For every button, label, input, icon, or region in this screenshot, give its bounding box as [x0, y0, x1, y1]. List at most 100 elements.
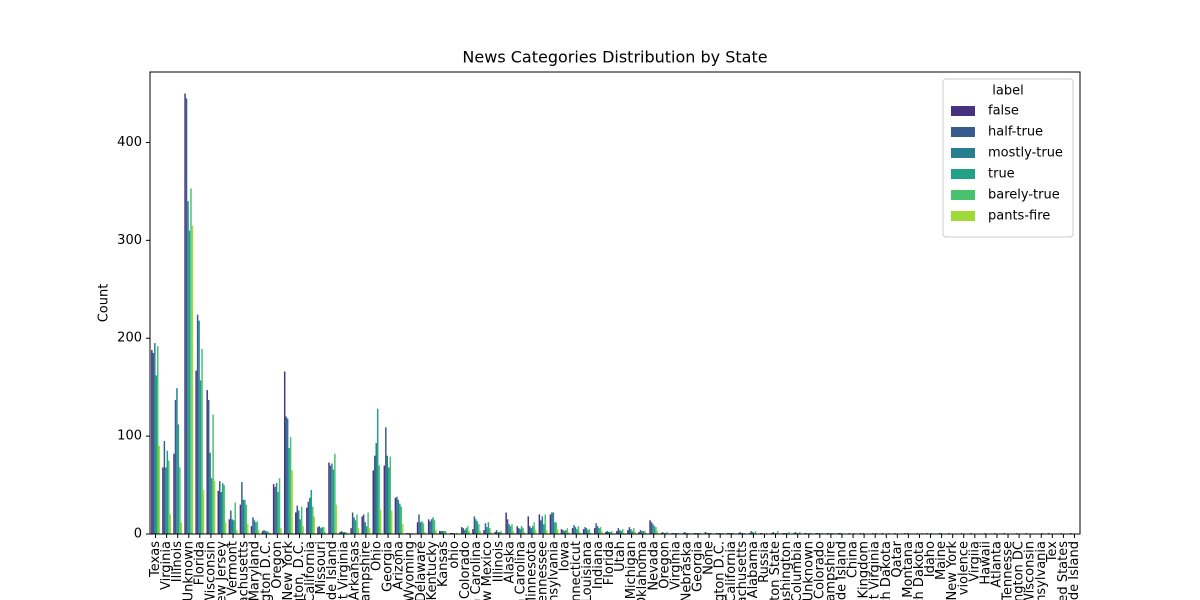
bar — [486, 527, 488, 534]
bar — [627, 530, 629, 534]
legend-label: barely-true — [988, 188, 1060, 203]
legend-swatch — [951, 127, 975, 137]
bar — [429, 521, 431, 534]
bar — [296, 505, 298, 534]
bar — [291, 470, 293, 534]
bar — [168, 460, 170, 534]
bar — [650, 522, 653, 534]
bar — [649, 520, 651, 534]
bar — [185, 98, 188, 534]
bar — [280, 528, 282, 534]
bar — [527, 516, 530, 534]
bar — [598, 528, 600, 534]
legend-box — [942, 78, 1074, 238]
x-tick-label: Minnesota — [524, 541, 539, 600]
bar — [530, 528, 532, 534]
x-tick-label: West Virginia — [336, 541, 351, 600]
bar — [220, 491, 222, 534]
bar — [312, 506, 314, 534]
bar — [190, 188, 192, 534]
x-tick-label: Illinois — [491, 541, 506, 582]
legend-label: pants-fire — [988, 209, 1050, 224]
bar — [255, 522, 257, 534]
bar — [568, 532, 570, 534]
bar — [154, 343, 156, 534]
bar — [509, 526, 512, 534]
bar — [184, 93, 186, 534]
bar — [487, 522, 490, 534]
bar — [253, 520, 256, 534]
bar — [230, 510, 232, 534]
x-tick-label: Unknown — [181, 541, 196, 600]
x-tick-label: Idaho — [923, 541, 938, 577]
bar — [332, 469, 335, 534]
legend-label: true — [988, 167, 1015, 182]
bar — [383, 465, 386, 534]
bar — [278, 478, 281, 534]
bar — [549, 514, 552, 534]
bar — [440, 531, 442, 534]
bar — [478, 524, 480, 534]
x-tick-label: Kansas — [436, 541, 451, 587]
bar — [318, 526, 321, 534]
bar — [560, 529, 563, 534]
x-tick-label: Florida — [602, 541, 617, 585]
bar — [534, 530, 537, 534]
bar — [329, 465, 332, 534]
bar — [343, 532, 346, 534]
bar — [489, 528, 491, 534]
bar — [310, 489, 313, 534]
bar — [239, 504, 242, 534]
bar — [538, 514, 541, 534]
bar — [479, 531, 482, 534]
bar — [585, 528, 588, 534]
bar — [519, 529, 521, 534]
bar — [234, 502, 236, 534]
x-tick-label: Wyoming — [403, 541, 418, 600]
x-tick-label: Indiana — [591, 541, 606, 589]
x-tick-label: Oregon — [270, 541, 285, 589]
legend-swatch — [951, 148, 975, 158]
bar — [540, 520, 542, 534]
bar — [628, 527, 631, 534]
x-tick-label: Rhode Island — [325, 541, 340, 600]
bar — [494, 532, 496, 534]
bar — [261, 531, 264, 534]
bar — [754, 531, 757, 534]
bar — [283, 371, 286, 534]
x-tick-label: New Hampshire — [358, 541, 373, 600]
bar — [242, 499, 245, 534]
bar — [666, 532, 668, 534]
bar — [642, 531, 645, 534]
bar — [335, 504, 338, 534]
x-tick-label: Hawaii — [978, 541, 993, 585]
x-tick-label: Pennsylvania — [1034, 541, 1049, 600]
bar — [390, 510, 393, 534]
legend-label: false — [988, 104, 1019, 119]
bar — [397, 499, 400, 534]
bar — [266, 531, 268, 534]
x-tick-label: South Carolina — [513, 541, 528, 600]
bar — [306, 507, 308, 534]
bar — [400, 506, 403, 534]
x-tick-label: Rhode Island — [834, 541, 849, 600]
bar — [633, 528, 635, 534]
bar — [340, 531, 343, 534]
bar — [638, 532, 640, 534]
x-tick-label: Louisiana — [580, 541, 595, 600]
bar — [174, 399, 177, 534]
bar — [599, 527, 602, 534]
bar — [402, 524, 404, 534]
x-tick-label: Missouri — [314, 541, 329, 595]
bar — [704, 532, 707, 534]
bar — [443, 531, 445, 534]
bar — [396, 496, 398, 534]
x-tick-label: Tennessee — [536, 541, 551, 600]
bar — [616, 531, 618, 534]
bar — [207, 399, 210, 534]
bar — [419, 522, 422, 534]
x-tick-label: South Dakota — [912, 541, 927, 600]
bar — [582, 529, 585, 534]
bar — [462, 528, 465, 534]
